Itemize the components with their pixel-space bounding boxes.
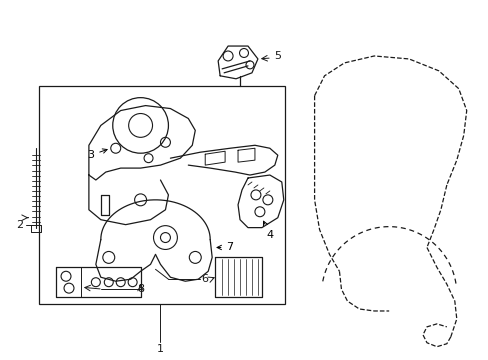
Text: 6: 6	[202, 274, 208, 284]
Text: 3: 3	[87, 149, 107, 160]
Text: 8: 8	[137, 284, 144, 294]
Text: 7: 7	[217, 243, 233, 252]
Bar	[39, 86, 284, 304]
Text: 5: 5	[274, 51, 281, 61]
Text: 4: 4	[263, 221, 273, 239]
Text: 2: 2	[16, 220, 23, 230]
Text: 1: 1	[157, 344, 163, 354]
